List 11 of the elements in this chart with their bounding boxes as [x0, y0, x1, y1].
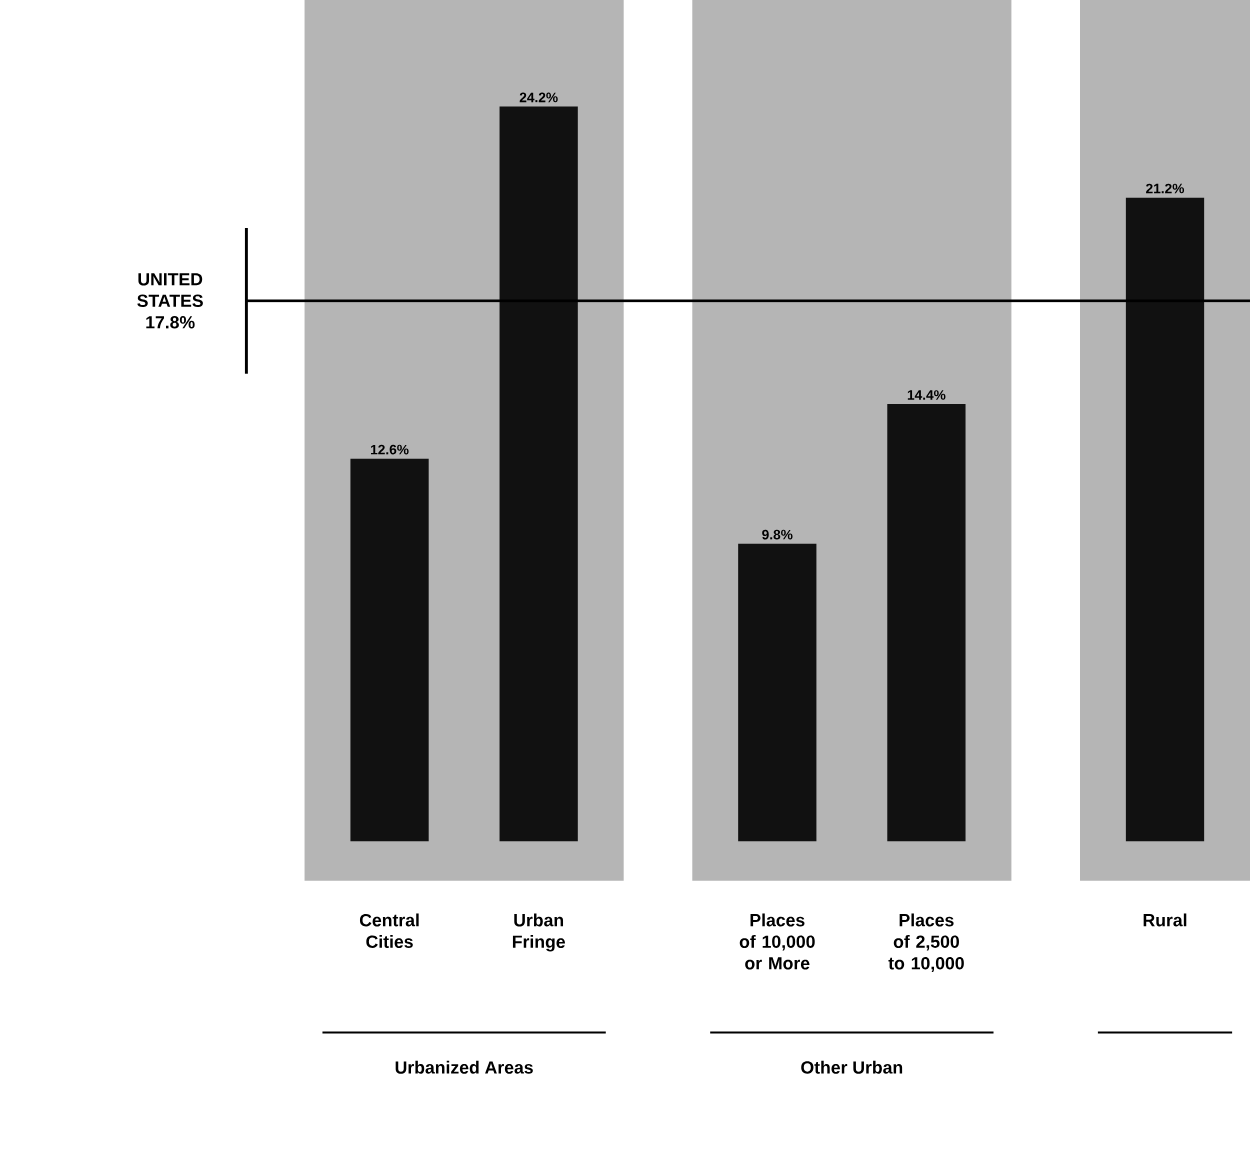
bar [1125, 197, 1205, 842]
x-tick-label: Urban Fringe [512, 913, 566, 952]
x-tick-label: Central Cities [359, 913, 419, 948]
bar [350, 458, 429, 842]
ref-line-label: UNITED STATES 17.8% [137, 273, 203, 329]
x-tick-label: Places of 2,500 to 10,000 [888, 913, 964, 972]
x-tick-label: Places of 10,000 or More [739, 913, 815, 970]
bar [738, 543, 817, 842]
text: Other Urban [801, 1060, 903, 1074]
x-tick-label: Rural [1143, 913, 1187, 927]
text: Urbanized Areas [395, 1060, 533, 1074]
